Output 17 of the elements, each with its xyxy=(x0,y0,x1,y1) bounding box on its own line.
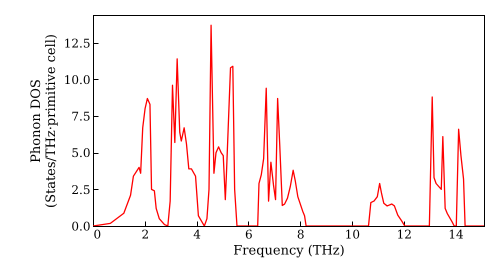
x-tick-label: 2 xyxy=(141,228,150,242)
y-tick-label: 5.0 xyxy=(71,146,90,160)
x-axis-title: Frequency (THz) xyxy=(233,244,345,258)
line-series xyxy=(93,24,484,226)
y-tick-label: 2.5 xyxy=(71,182,90,197)
y-tick-label: 12.5 xyxy=(64,36,90,50)
x-tick-label: 12 xyxy=(396,228,412,242)
x-tick-label: 8 xyxy=(296,228,304,242)
y-tick-label: 7.5 xyxy=(71,110,90,124)
x-tick-label: 6 xyxy=(245,228,253,242)
y-tick-label: 0.0 xyxy=(71,220,90,234)
x-tick-label: 4 xyxy=(193,228,202,242)
x-tick-label: 14 xyxy=(448,228,464,242)
y-tick-label: 10.0 xyxy=(64,72,90,87)
x-tick-label: 10 xyxy=(344,228,360,242)
y-axis-title: Phonon DOS (States/THz·primitive cell) xyxy=(28,34,59,208)
x-tick-label: 0 xyxy=(94,228,102,242)
